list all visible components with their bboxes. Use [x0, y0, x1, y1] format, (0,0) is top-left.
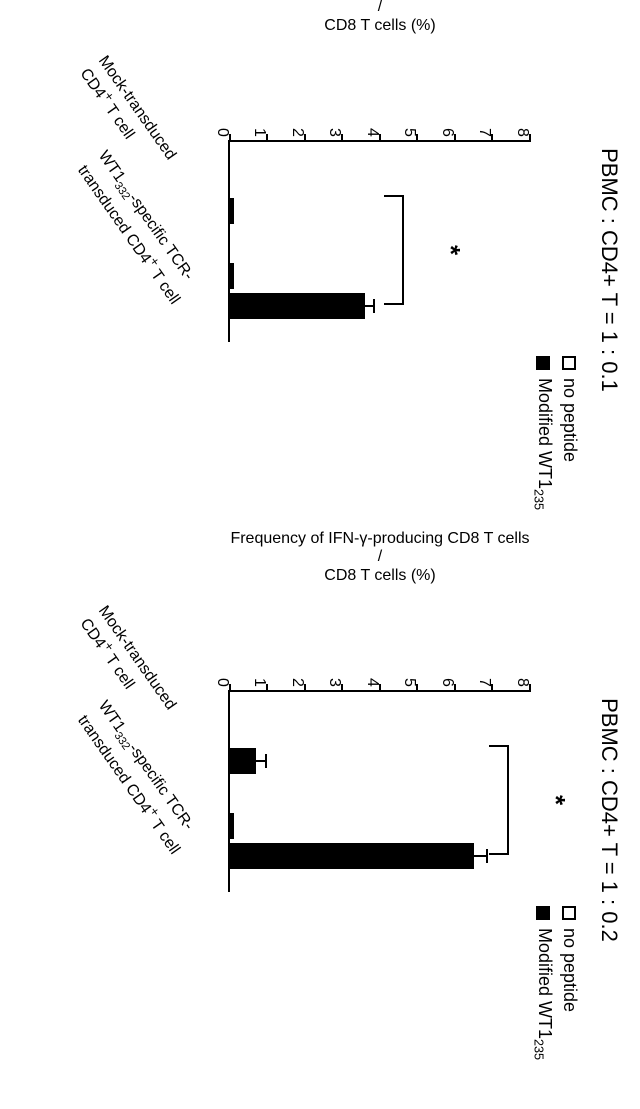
bar	[230, 263, 234, 289]
y-tick-label: 2	[288, 678, 306, 680]
y-tick-label: 0	[213, 678, 231, 680]
panel-2: PBMC : CD4+ T = 1 : 0.2 no peptideModifie…	[10, 560, 630, 1080]
y-tick-label: 7	[476, 678, 494, 680]
y-axis-label: Frequency of IFN-γ-producing CD8 T cells…	[230, 0, 530, 50]
legend-item: no peptide	[559, 906, 580, 1060]
significance-star: *	[541, 795, 572, 805]
rotated-stage: PBMC : CD4+ T = 1 : 0.1no peptideModifie…	[0, 0, 640, 1109]
y-tick-label: 4	[363, 678, 381, 680]
panel-1: PBMC : CD4+ T = 1 : 0.1 no peptideModifie…	[10, 10, 630, 530]
y-tick-label: 2	[288, 128, 306, 130]
bar	[230, 198, 234, 224]
y-tick-label: 5	[401, 128, 419, 130]
y-tick-label: 4	[363, 128, 381, 130]
y-tick-label: 5	[401, 678, 419, 680]
y-tick-label: 8	[513, 128, 531, 130]
y-tick-label: 1	[251, 678, 269, 680]
legend: no peptideModified WT1235	[527, 906, 580, 1060]
bar	[230, 813, 234, 839]
y-tick-label: 6	[438, 128, 456, 130]
legend-label: no peptide	[559, 928, 580, 1012]
y-tick-label: 3	[326, 678, 344, 680]
legend-item: Modified WT1235	[531, 906, 555, 1060]
legend-swatch	[563, 906, 577, 920]
bar	[230, 748, 256, 774]
error-cap	[486, 849, 488, 863]
significance-bracket	[508, 745, 510, 855]
legend-label: Modified WT1235	[531, 928, 555, 1060]
y-tick-label: 6	[438, 678, 456, 680]
plot-area: 012345678Mock-transducedCD4+ T cellWT133…	[228, 690, 530, 892]
y-tick-label: 7	[476, 128, 494, 130]
y-tick-label: 8	[513, 678, 531, 680]
significance-bracket	[403, 195, 405, 305]
legend-label: Modified WT1235	[531, 378, 555, 510]
error-cap	[373, 299, 375, 313]
legend-label: no peptide	[559, 378, 580, 462]
y-tick-label: 3	[326, 128, 344, 130]
legend-item: no peptide	[559, 356, 580, 510]
legend: no peptideModified WT1235	[527, 356, 580, 510]
panel-title: PBMC : CD4+ T = 1 : 0.1	[596, 10, 622, 530]
error-cap	[265, 754, 267, 768]
y-axis-label: Frequency of IFN-γ-producing CD8 T cells…	[230, 530, 530, 600]
bar	[230, 843, 474, 869]
legend-swatch	[563, 356, 577, 370]
legend-swatch	[536, 906, 550, 920]
legend-item: Modified WT1235	[531, 356, 555, 510]
y-tick-label: 1	[251, 128, 269, 130]
y-tick-label: 0	[213, 128, 231, 130]
significance-star: *	[436, 245, 467, 255]
legend-swatch	[536, 356, 550, 370]
panel-title: PBMC : CD4+ T = 1 : 0.2	[596, 560, 622, 1080]
bar	[230, 293, 365, 319]
plot-area: 012345678Mock-transducedCD4+ T cellWT133…	[228, 140, 530, 342]
